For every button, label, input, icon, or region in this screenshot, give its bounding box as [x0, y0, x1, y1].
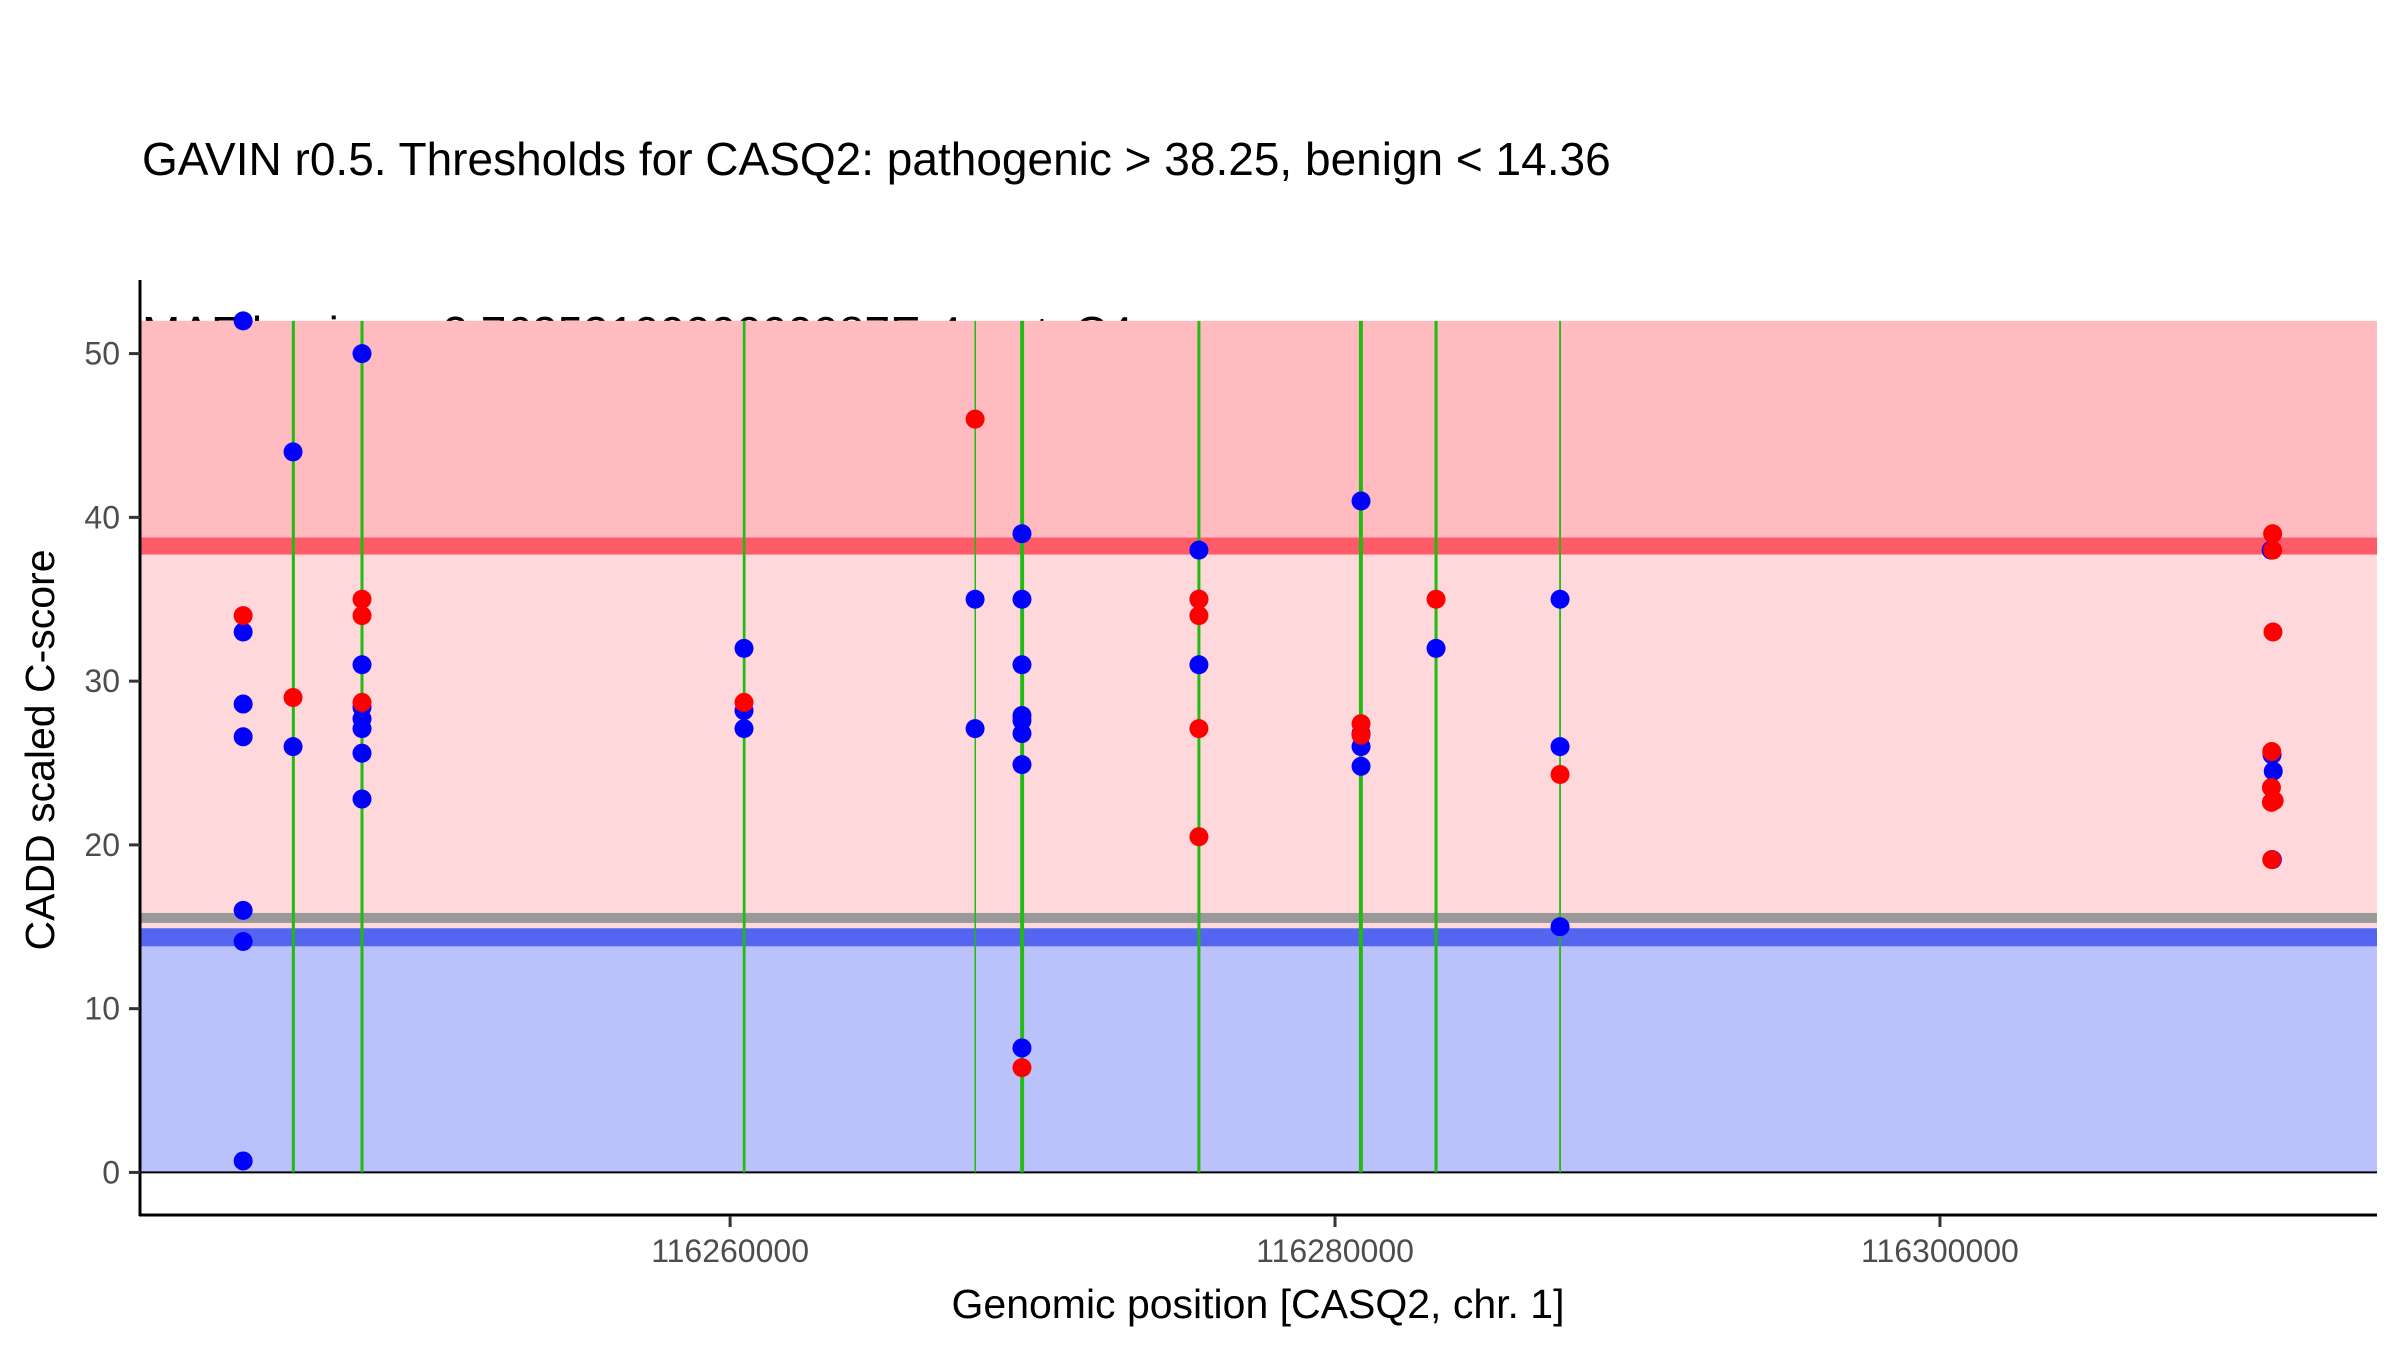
pathogenic-zone	[140, 320, 2377, 547]
gnomad-variant-point	[965, 589, 985, 609]
clinvar-variant-point	[1189, 606, 1209, 626]
benign-zone	[140, 937, 2377, 1173]
gnomad-variant-point	[233, 1151, 253, 1171]
clinvar-variant-point	[283, 688, 303, 708]
uncertain-zone	[140, 546, 2377, 938]
clinvar-variant-point	[2263, 622, 2283, 642]
gnomad-variant-point	[352, 344, 372, 364]
clinvar-variant-point	[352, 589, 372, 609]
clinvar-variant-point	[2262, 850, 2282, 870]
variant-points	[233, 311, 2284, 1171]
y-axis-label: CADD scaled C-score	[17, 550, 63, 951]
gnomad-variant-point	[1550, 917, 1570, 937]
clinvar-variant-point	[1189, 589, 1209, 609]
exon-line	[974, 320, 976, 1173]
clinvar-variant-point	[352, 692, 372, 712]
gnomad-variant-point	[1012, 1038, 1032, 1058]
clinvar-variant-point	[2263, 540, 2283, 560]
title-line-1: GAVIN r0.5. Thresholds for CASQ2: pathog…	[142, 133, 1611, 185]
gnomad-variant-point	[1012, 755, 1032, 775]
gnomad-variant-point	[1012, 710, 1032, 730]
x-tick-label: 116280000	[1256, 1233, 1414, 1269]
gnomad-variant-point	[233, 932, 253, 952]
gnomad-variant-point	[1189, 655, 1209, 675]
gnomad-variant-point	[1012, 524, 1032, 544]
y-tick-label: 30	[84, 663, 120, 699]
exon-line	[1020, 320, 1025, 1173]
gnomad-variant-point	[1426, 638, 1446, 658]
gnomad-variant-point	[233, 900, 253, 920]
fallback-threshold-line	[140, 912, 2377, 923]
exon-line	[1197, 320, 1201, 1173]
gnomad-variant-point	[1012, 589, 1032, 609]
threshold-zones	[140, 320, 2377, 1174]
axes	[138, 280, 2377, 1217]
clinvar-variant-point	[2262, 742, 2282, 762]
gnomad-variant-point	[734, 719, 754, 739]
x-tick-label: 116300000	[1861, 1233, 2019, 1269]
clinvar-variant-point	[233, 606, 253, 626]
clinvar-variant-point	[2263, 524, 2283, 544]
y-tick-label: 20	[84, 827, 120, 863]
gnomad-variant-point	[352, 789, 372, 809]
gnomad-variant-point	[352, 655, 372, 675]
clinvar-variant-point	[734, 692, 754, 712]
clinvar-variant-point	[352, 606, 372, 626]
gnomad-variant-point	[233, 311, 253, 331]
clinvar-variant-point	[1012, 1058, 1032, 1078]
clinvar-variant-point	[1426, 589, 1446, 609]
gnomad-variant-point	[1012, 655, 1032, 675]
clinvar-variant-point	[965, 409, 985, 429]
gnomad-variant-point	[965, 719, 985, 739]
gnomad-variant-point	[352, 743, 372, 763]
gnomad-variant-point	[283, 442, 303, 462]
exon-line	[742, 320, 746, 1173]
gnomad-variant-point	[1189, 540, 1209, 560]
gnomad-variant-point	[233, 694, 253, 714]
x-axis-label: Genomic position [CASQ2, chr. 1]	[952, 1281, 1565, 1327]
x-ticks: 116260000 116280000 116300000	[651, 1216, 2019, 1269]
clinvar-variant-point	[1189, 719, 1209, 739]
gnomad-variant-point	[1351, 491, 1371, 511]
gnomad-variant-point	[2263, 761, 2283, 781]
y-tick-label: 40	[84, 499, 120, 535]
y-tick-label: 10	[84, 991, 120, 1027]
pathogenic-threshold-line	[140, 537, 2377, 555]
gnomad-variant-point	[734, 638, 754, 658]
clinvar-variant-point	[1351, 725, 1371, 745]
gnomad-variant-point	[233, 727, 253, 747]
gnomad-variant-point	[233, 622, 253, 642]
x-tick-label: 116260000	[651, 1233, 809, 1269]
clinvar-variant-point	[1550, 764, 1570, 784]
y-ticks: 0 10 20 30 40 50	[84, 336, 140, 1190]
clinvar-variant-point	[2264, 791, 2284, 811]
y-tick-label: 50	[84, 336, 120, 372]
benign-threshold-line	[140, 928, 2377, 947]
gnomad-variant-point	[1550, 589, 1570, 609]
gnomad-variant-point	[283, 737, 303, 757]
exon-line	[1434, 320, 1438, 1173]
gnomad-variant-point	[1550, 737, 1570, 757]
gnomad-variant-point	[1351, 756, 1371, 776]
gnomad-variant-point	[352, 719, 372, 739]
y-tick-label: 0	[102, 1154, 120, 1190]
clinvar-variant-point	[1189, 827, 1209, 847]
gnomad-variant-point	[1012, 724, 1032, 744]
